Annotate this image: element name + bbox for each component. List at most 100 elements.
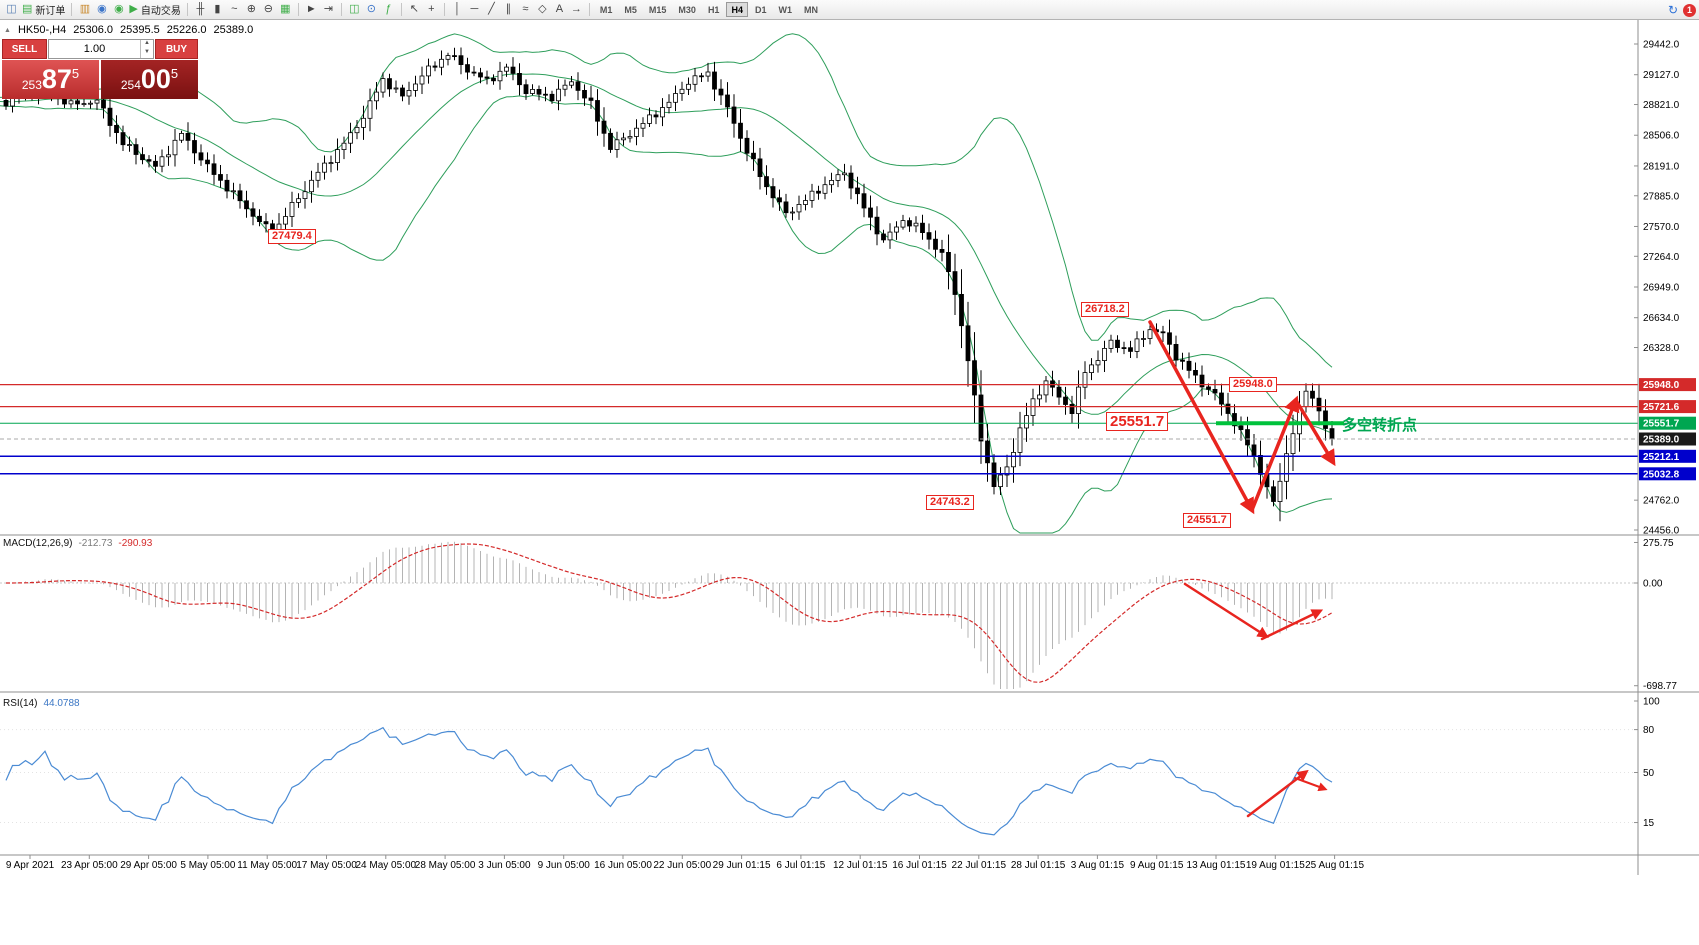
cursor-tool-button[interactable]: ↖ <box>406 1 423 18</box>
volume-up-icon[interactable]: ▲ <box>144 40 150 46</box>
svg-text:26949.0: 26949.0 <box>1643 282 1680 293</box>
price-tag-25389.0 <box>1639 432 1696 446</box>
timeframe-m30-button[interactable]: M30 <box>678 4 696 15</box>
sell-price-button[interactable]: 253 87 5 <box>2 60 99 99</box>
macd-signal-line <box>6 543 1333 683</box>
arrows-tool-button[interactable]: → <box>568 1 585 18</box>
trendline-tool-icon: ╱ <box>488 3 495 15</box>
bollinger-bands <box>0 33 1333 534</box>
price-callout[interactable]: 25948.0 <box>1229 377 1277 392</box>
indicators-list-button[interactable]: ƒ <box>380 1 397 18</box>
new-chart-button[interactable]: ◫ <box>346 1 363 18</box>
timeframe-d1-button[interactable]: D1 <box>754 4 767 15</box>
svg-text:275.75: 275.75 <box>1643 538 1674 549</box>
new-order-button[interactable]: ▤ 新订单 <box>20 1 67 18</box>
quote-low: 25226.0 <box>166 24 207 36</box>
tile-windows-button[interactable]: ▦ <box>277 1 294 18</box>
price-callout[interactable]: 27479.4 <box>268 229 316 244</box>
fibonacci-tool-button[interactable]: ≈ <box>517 1 534 18</box>
one-click-trading-panel: SELL 1.00 ▲ ▼ BUY 253 87 5 254 00 5 <box>2 39 198 99</box>
data-window-button[interactable]: ◉ <box>93 1 110 18</box>
timeframe-h4-button[interactable]: H4 <box>726 2 748 17</box>
svg-text:25032.8: 25032.8 <box>1643 469 1680 480</box>
annotation-arrow[interactable] <box>1295 400 1336 467</box>
zoom-out-button[interactable]: ⊖ <box>260 1 277 18</box>
indicators-list-icon: ƒ <box>385 3 392 15</box>
time-axis[interactable]: 9 Apr 2021 23 Apr 05:00 29 Apr 05:00 5 May … <box>6 855 1365 871</box>
vertical-line-tool-button[interactable]: │ <box>449 1 466 18</box>
market-watch-icon: ▥ <box>79 3 91 15</box>
rsi-header: RSI(14) 44.0788 <box>3 698 80 709</box>
volume-field[interactable]: 1.00 ▲ ▼ <box>48 39 154 59</box>
annotation-arrow[interactable] <box>1183 582 1269 638</box>
svg-text:11 May 05:00: 11 May 05:00 <box>237 860 297 871</box>
svg-text:13 Aug 01:15: 13 Aug 01:15 <box>1187 860 1246 871</box>
timeframe-w1-button[interactable]: W1 <box>778 4 792 15</box>
svg-text:25 Aug 01:15: 25 Aug 01:15 <box>1305 860 1364 871</box>
trendline-tool-button[interactable]: ╱ <box>483 1 500 18</box>
toolbar-separator <box>297 3 299 16</box>
volume-down-icon[interactable]: ▼ <box>144 49 150 55</box>
price-callout[interactable]: 26718.2 <box>1081 302 1129 317</box>
annotation-arrow[interactable] <box>1260 609 1324 641</box>
shapes-tool-button[interactable]: ◇ <box>534 1 551 18</box>
timeframe-h1-button[interactable]: H1 <box>707 4 720 15</box>
buy-price-button[interactable]: 254 00 5 <box>101 60 198 99</box>
svg-text:9 Aug 01:15: 9 Aug 01:15 <box>1130 860 1184 871</box>
text-tool-button[interactable]: A <box>551 1 568 18</box>
price-axis[interactable]: 29442.0 29127.0 28821.0 28506.0 28191.0 27885… <box>1634 40 1696 537</box>
price-callout[interactable]: 24743.2 <box>926 495 974 510</box>
svg-text:9 Jun 05:00: 9 Jun 05:00 <box>538 860 591 871</box>
timeframe-m5-button[interactable]: M5 <box>624 4 637 15</box>
refresh-icon[interactable]: ↻ <box>1667 3 1678 17</box>
chart-shift-button[interactable]: ⇥ <box>320 1 337 18</box>
market-watch-button[interactable]: ▥ <box>76 1 93 18</box>
sell-button[interactable]: SELL <box>2 39 47 59</box>
buy-button[interactable]: BUY <box>155 39 198 59</box>
volume-spinner[interactable]: ▲ ▼ <box>140 40 153 58</box>
auto-scroll-button[interactable]: ► <box>303 1 320 18</box>
bar-chart-mode-icon: ╫ <box>196 3 205 15</box>
toolbar-right: ↻ 1 <box>1668 0 1696 20</box>
channel-tool-button[interactable]: ∥ <box>500 1 517 18</box>
chart-shift-icon: ⇥ <box>323 3 333 15</box>
svg-text:24 May 05:00: 24 May 05:00 <box>355 860 416 871</box>
period-clock-button[interactable]: ⊙ <box>363 1 380 18</box>
auto-trading-button[interactable]: ▶ 自动交易 <box>127 1 182 18</box>
chart-quote-line: ▲ HK50-,H4 25306.0 25395.5 25226.0 25389… <box>4 24 253 36</box>
terminal-button[interactable]: ◉ <box>110 1 127 18</box>
annotation-arrow[interactable] <box>1294 777 1328 792</box>
collapse-trading-panel-icon[interactable]: ▲ <box>4 26 11 34</box>
svg-text:29127.0: 29127.0 <box>1643 70 1680 81</box>
svg-text:25948.0: 25948.0 <box>1643 380 1680 391</box>
timeframe-m1-button[interactable]: M1 <box>599 4 613 15</box>
auto-trading-label: 自动交易 <box>140 6 181 17</box>
annotation-arrow[interactable] <box>1148 320 1255 515</box>
horizontal-line-tool-icon: ─ <box>470 3 479 15</box>
zoom-in-button[interactable]: ⊕ <box>243 1 260 18</box>
horizontal-line-tool-button[interactable]: ─ <box>466 1 483 18</box>
notification-badge[interactable]: 1 <box>1683 3 1696 17</box>
svg-text:0.00: 0.00 <box>1643 579 1663 590</box>
chart-window-icon: ◫ <box>6 3 17 15</box>
svg-text:-698.77: -698.77 <box>1643 681 1677 692</box>
new-chart-icon: ◫ <box>349 3 360 15</box>
bar-chart-mode-button[interactable]: ╫ <box>192 1 209 18</box>
volume-value[interactable]: 1.00 <box>83 43 106 55</box>
price-callout[interactable]: 24551.7 <box>1183 513 1231 528</box>
annotation-arrow[interactable] <box>1250 395 1300 512</box>
crosshair-tool-button[interactable]: + <box>423 1 440 18</box>
turning-point-label[interactable]: 多空转折点 <box>1342 417 1418 434</box>
timeframe-m15-button[interactable]: M15 <box>648 4 667 15</box>
svg-text:27570.0: 27570.0 <box>1643 222 1680 233</box>
price-callout[interactable]: 25551.7 <box>1106 412 1169 431</box>
chart-window-button[interactable]: ◫ <box>3 1 20 18</box>
new-order-icon: ▤ <box>22 3 33 15</box>
candlestick-mode-button[interactable]: ▮ <box>209 1 226 18</box>
line-chart-mode-button[interactable]: ~ <box>226 1 243 18</box>
timeframe-mn-button[interactable]: MN <box>803 4 818 15</box>
svg-text:28821.0: 28821.0 <box>1643 100 1680 111</box>
auto-trading-icon: ▶ <box>129 3 138 15</box>
